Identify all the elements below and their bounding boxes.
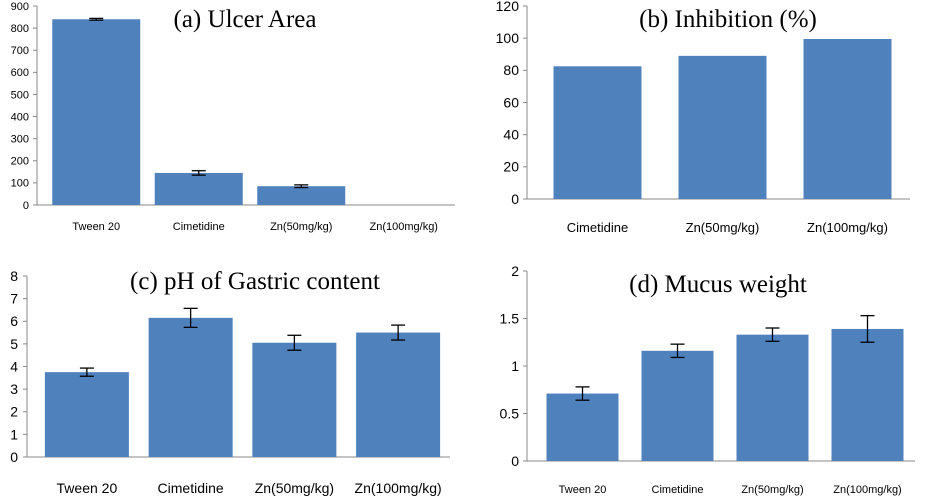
- y-tick-label: 0: [511, 191, 519, 207]
- y-tick-label: 700: [11, 45, 29, 57]
- y-tick-label: 40: [503, 127, 519, 143]
- y-tick-label: 1: [10, 426, 18, 442]
- x-category-label: Cimetidine: [652, 484, 704, 496]
- x-category-label: Cimetidine: [158, 480, 224, 496]
- bar: [148, 317, 233, 457]
- y-tick-label: 1: [511, 358, 519, 374]
- x-category-label: Tween 20: [72, 221, 120, 233]
- y-tick-label: 20: [503, 159, 519, 175]
- y-tick-label: 0.5: [500, 405, 520, 421]
- x-category-label: Zn(100mg/kg): [370, 221, 438, 233]
- y-tick-label: 80: [503, 62, 519, 78]
- chart-panel-1: (a) Ulcer Area 0 100 200 300 400 500 600 700 800 9…: [11, 1, 455, 233]
- y-tick-label: 60: [503, 94, 519, 110]
- chart-title: (c) pH of Gastric content: [130, 268, 380, 295]
- x-category-label: Zn(50mg/kg): [255, 480, 334, 496]
- chart-title: (d) Mucus weight: [629, 271, 807, 298]
- x-category-label: Zn(100mg/kg): [833, 484, 901, 496]
- y-tick-label: 7: [10, 291, 18, 307]
- y-tick-label: 3: [10, 381, 18, 397]
- y-tick-label: 500: [11, 89, 29, 101]
- y-tick-label: 0: [23, 200, 29, 212]
- bar: [641, 350, 714, 461]
- bar: [831, 328, 904, 461]
- y-tick-label: 2: [10, 404, 18, 420]
- chart-title: (b) Inhibition (%): [639, 6, 817, 33]
- bar: [154, 172, 243, 205]
- x-category-label: Zn(50mg/kg): [270, 221, 332, 233]
- chart-panel-2: (b) Inhibition (%) 0 20 40 60 80 100 120 Cimetid…: [496, 0, 910, 235]
- x-category-label: Zn(50mg/kg): [686, 220, 760, 235]
- x-category-label: Tween 20: [57, 480, 118, 496]
- y-tick-label: 600: [11, 67, 29, 79]
- y-tick-label: 6: [10, 313, 18, 329]
- chart-panel-4: (d) Mucus weight 0 0.5 1 1.5 2 Tween 20 Cimetid…: [500, 263, 915, 496]
- bar: [44, 372, 129, 457]
- bar: [803, 38, 892, 200]
- y-tick-label: 200: [11, 156, 29, 168]
- y-tick-label: 2: [511, 263, 519, 279]
- bar: [678, 55, 767, 199]
- bar: [546, 393, 619, 461]
- y-tick-label: 400: [11, 111, 29, 123]
- x-category-label: Tween 20: [559, 484, 607, 496]
- bar: [356, 332, 441, 457]
- bar: [736, 334, 809, 461]
- chart-panel-3: (c) pH of Gastric content 0 1 2 3 4 5 6 7 8 Tween …: [10, 268, 450, 496]
- x-category-label: Cimetidine: [173, 221, 225, 233]
- x-category-label: Zn(100mg/kg): [807, 220, 888, 235]
- y-tick-label: 100: [11, 178, 29, 190]
- bar: [553, 66, 642, 199]
- y-tick-label: 100: [496, 30, 520, 46]
- chart-title: (a) Ulcer Area: [174, 6, 317, 33]
- y-tick-label: 300: [11, 134, 29, 146]
- y-tick-label: 900: [11, 1, 29, 13]
- y-tick-label: 0: [10, 449, 18, 465]
- y-tick-label: 4: [10, 358, 18, 374]
- x-category-label: Zn(100mg/kg): [355, 480, 442, 496]
- y-tick-label: 120: [496, 0, 520, 14]
- bar: [52, 19, 141, 206]
- bar: [257, 186, 346, 205]
- y-tick-label: 800: [11, 23, 29, 35]
- x-category-label: Zn(50mg/kg): [741, 484, 803, 496]
- y-tick-label: 1.5: [500, 310, 520, 326]
- bar: [252, 342, 337, 457]
- y-tick-label: 8: [10, 268, 18, 284]
- x-category-label: Cimetidine: [567, 220, 628, 235]
- y-tick-label: 5: [10, 336, 18, 352]
- y-tick-label: 0: [511, 453, 519, 469]
